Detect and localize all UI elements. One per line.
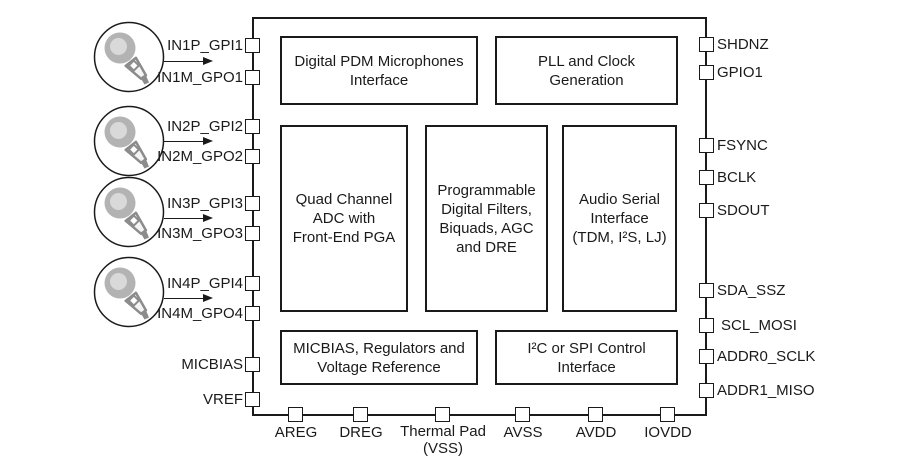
pin-in1m-gpo1 [245,70,260,85]
microphone-icon [93,256,165,328]
microphone-icon [93,176,165,248]
block-label: ADC with [312,210,376,227]
block-pll-clock-generation: PLL and Clock Generation [495,36,678,105]
pin-sdout [699,203,714,218]
block-label: Interface [590,210,649,227]
mic1-arrow [164,61,204,62]
block-label: Voltage Reference [317,358,441,376]
pin-label-iovdd: IOVDD [644,424,692,441]
block-label: Digital Filters, [441,200,532,218]
block-label: Interface [349,71,409,89]
block-label: MICBIAS, Regulators and [293,339,465,357]
pin-in4p-gpi4 [245,276,260,291]
pin-dreg [353,407,368,422]
block-label: and DRE [456,238,517,256]
pin-addr0-sclk [699,349,714,364]
block-label: Biquads, AGC [439,219,534,237]
block-label: Audio Serial [579,191,660,208]
block-digital-filters: Programmable Digital Filters, Biquads, A… [425,125,548,312]
pin-label-thermal-pad: Thermal Pad [400,423,486,440]
block-digital-pdm-interface: Digital PDM Microphones Interface [280,36,478,105]
block-audio-serial-interface: Audio Serial Interface (TDM, I²S, LJ) [562,125,677,312]
mic3-arrowhead [203,214,213,222]
pin-label-in1m-gpo1: IN1M_GPO1 [157,69,243,86]
pin-avss [515,407,530,422]
block-micbias-regulators: MICBIAS, Regulators and Voltage Referenc… [280,330,478,385]
pin-gpio1 [699,65,714,80]
pin-label-in3m-gpo3: IN3M_GPO3 [157,225,243,242]
mic2-arrow [164,141,204,142]
pin-label-sda-ssz: SDA_SSZ [717,282,786,299]
pin-label-avss: AVSS [503,424,543,441]
pin-label-micbias: MICBIAS [181,356,243,373]
pin-label-fsync: FSYNC [717,137,768,154]
block-label: Generation [549,71,624,89]
pin-label-shdnz: SHDNZ [717,36,769,53]
pin-label-scl-mosi: SCL_MOSI [721,317,797,334]
pin-sda-ssz [699,283,714,298]
pin-in2p-gpi2 [245,119,260,134]
block-label: (TDM, I²S, LJ) [572,229,667,246]
mic4-arrow [164,298,204,299]
pin-label-thermal-pad-vss: (VSS) [422,440,463,457]
pin-label-in2m-gpo2: IN2M_GPO2 [157,148,243,165]
pin-label-addr0-sclk: ADDR0_SCLK [717,348,816,365]
block-label: Quad Channel [295,191,393,208]
mic3-arrow [164,218,204,219]
pin-thermal-pad-vss [435,407,450,422]
pin-label-areg: AREG [274,424,318,441]
pin-bclk [699,170,714,185]
pin-scl-mosi [699,318,714,333]
pin-in2m-gpo2 [245,149,260,164]
pin-label-gpio1: GPIO1 [717,64,763,81]
block-quad-channel-adc: Quad Channel ADC with Front-End PGA [280,125,408,312]
microphone-icon [93,21,165,93]
pin-label-dreg: DREG [339,424,383,441]
pin-label-in3p-gpi3: IN3P_GPI3 [167,195,243,212]
pin-label-in4p-gpi4: IN4P_GPI4 [167,275,243,292]
pin-label-addr1-miso: ADDR1_MISO [717,382,815,399]
pin-label-bclk: BCLK [717,169,757,186]
pin-micbias [245,357,260,372]
mic2-arrowhead [203,137,213,145]
pin-fsync [699,138,714,153]
pin-addr1-miso [699,383,714,398]
microphone-icon [93,105,165,177]
block-label: I²C or SPI Control [527,339,646,357]
pin-label-in1p-gpi1: IN1P_GPI1 [167,37,243,54]
pin-avdd [588,407,603,422]
pin-in4m-gpo4 [245,306,260,321]
pin-areg [288,407,303,422]
mic1-arrowhead [203,57,213,65]
pin-in3p-gpi3 [245,196,260,211]
block-i2c-spi-control: I²C or SPI Control Interface [495,330,678,385]
block-label: Front-End PGA [292,229,396,246]
pin-label-vref: VREF [202,391,243,408]
pin-label-avdd: AVDD [575,424,617,441]
pin-iovdd [660,407,675,422]
pin-vref [245,392,260,407]
block-label: Digital PDM Microphones [294,52,464,70]
block-label: Interface [557,358,616,376]
block-label: Programmable [437,181,536,199]
pin-label-in2p-gpi2: IN2P_GPI2 [167,118,243,135]
mic4-arrowhead [203,294,213,302]
pin-in3m-gpo3 [245,226,260,241]
pin-label-sda-ssz: SDOUT [717,202,770,219]
block-label: PLL and Clock [537,52,635,70]
pin-shdnz [699,37,714,52]
pin-label-in4m-gpo4: IN4M_GPO4 [157,305,243,322]
pin-in1p-gpi1 [245,38,260,53]
